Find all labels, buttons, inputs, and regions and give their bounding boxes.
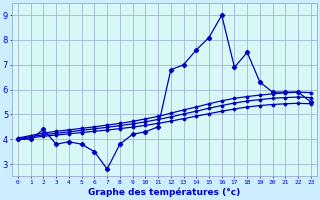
X-axis label: Graphe des températures (°c): Graphe des températures (°c) [88,188,241,197]
